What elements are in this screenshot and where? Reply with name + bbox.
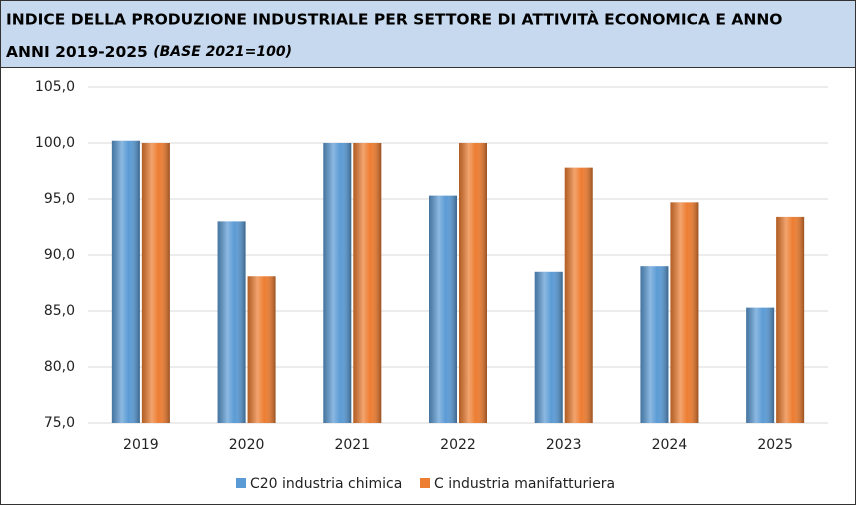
y-tick-label: 75,0 [44, 415, 75, 431]
chart-subtitle: ANNI 2019-2025 (BASE 2021=100) [6, 43, 292, 61]
note: (BASE 2021=100) [153, 44, 292, 60]
legend-swatch [420, 478, 430, 488]
x-tick-label: 2022 [440, 437, 476, 453]
bar-shading [534, 271, 563, 423]
plot: 75,0 80,0 85,0 90,0 95,0 100,0 105,0 2019 2020 20… [35, 79, 828, 492]
bar-shading [111, 140, 140, 423]
bar-shading [217, 221, 246, 423]
x-tick-label: 2021 [334, 437, 370, 453]
y-tick-label: 100,0 [35, 135, 75, 151]
y-tick-label: 85,0 [44, 303, 75, 319]
bar-shading [564, 167, 593, 423]
x-tick-label: 2025 [757, 437, 793, 453]
legend-swatch [236, 478, 246, 488]
y-tick-label: 90,0 [44, 247, 75, 263]
x-tick-label: 2020 [229, 437, 265, 453]
y-tick-label: 105,0 [35, 79, 75, 95]
y-tick-label: 80,0 [44, 359, 75, 375]
legend-label: C industria manifatturiera [434, 476, 615, 492]
header-band [0, 0, 856, 68]
bar-shading [247, 276, 276, 423]
bar-shading [429, 195, 457, 423]
chart-title: INDICE DELLA PRODUZIONE INDUSTRIALE PER … [6, 10, 782, 29]
bar-shading [323, 143, 352, 423]
bar-shading [670, 202, 699, 423]
bar-shading [459, 143, 487, 423]
bar-shading [640, 266, 669, 423]
x-tick-label: 2023 [546, 437, 582, 453]
subtitle: ANNI 2019-2025 [6, 43, 148, 61]
legend-label: C20 industria chimica [250, 476, 402, 492]
bar-shading [353, 143, 382, 423]
x-tick-label: 2019 [123, 437, 159, 453]
bar-shading [776, 216, 805, 423]
x-tick-label: 2024 [652, 437, 688, 453]
bar-shading [141, 143, 170, 423]
bar-shading [746, 307, 775, 423]
y-tick-label: 95,0 [44, 191, 75, 207]
